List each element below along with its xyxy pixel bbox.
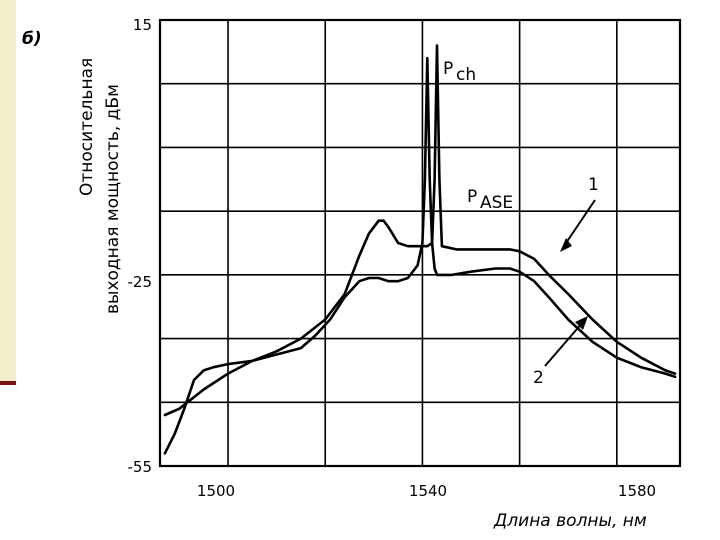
y-axis-label-line1: Относительная	[77, 58, 97, 196]
x-tick-1580: 1580	[618, 482, 656, 500]
curves	[163, 44, 677, 455]
y-axis-label: Относительная выходная мощность, дБм	[77, 58, 123, 314]
annotation-pase-sub: ASE	[480, 193, 513, 213]
x-axis-label: Длина волны, нм	[493, 511, 647, 531]
curve-1-pointer	[563, 199, 596, 247]
curve-2-number: 2	[533, 368, 544, 388]
y-tick-minus55: -55	[128, 458, 153, 476]
plot-border	[158, 18, 682, 468]
slide-side-rule	[0, 381, 16, 385]
curve-2-line	[163, 56, 677, 455]
y-tick-minus25: -25	[128, 273, 153, 291]
grid	[160, 20, 680, 466]
curve-1-callout: 1	[560, 175, 599, 252]
annotation-pase-main: P	[467, 187, 477, 207]
annotation-pch-main: P	[443, 59, 453, 79]
y-tick-labels: 15 -25 -55	[128, 16, 153, 476]
x-tick-1500: 1500	[197, 482, 235, 500]
annotation-pch: P ch	[443, 59, 476, 85]
y-tick-15: 15	[133, 16, 152, 34]
x-tick-labels: 1500 1540 1580	[197, 482, 656, 500]
curve-2-pointer	[544, 321, 584, 367]
curve-1-line	[163, 44, 677, 417]
panel-label: б)	[22, 29, 42, 49]
annotation-pase: P ASE	[467, 187, 513, 213]
curve-2-callout: 2	[533, 316, 588, 388]
annotation-pch-sub: ch	[456, 65, 476, 85]
x-tick-1540: 1540	[409, 482, 447, 500]
curve-1-number: 1	[588, 175, 599, 195]
y-axis-label-line2: выходная мощность, дБм	[103, 84, 123, 314]
curve-1-arrowhead	[560, 238, 572, 252]
slide-side-band	[0, 0, 16, 382]
curve-2-arrowhead	[575, 316, 588, 330]
plot-frame	[158, 18, 682, 468]
